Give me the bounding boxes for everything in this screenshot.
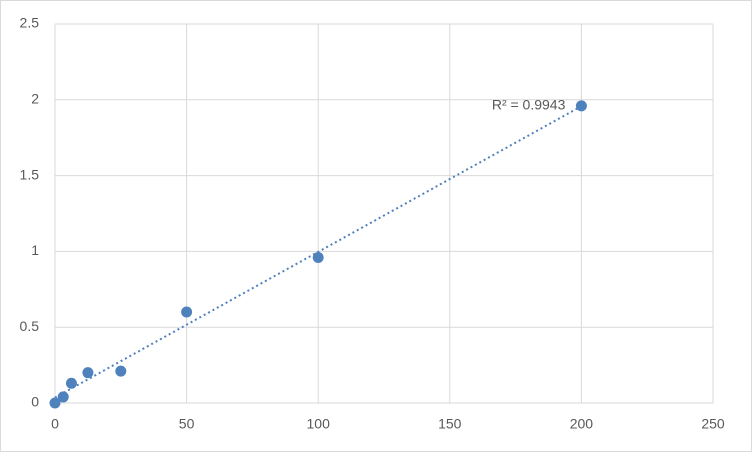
point [115,365,127,377]
x-tick-label: 0 [51,416,59,432]
y-tick-label: 2.5 [20,15,40,31]
y-tick-label: 1 [31,242,39,258]
y-tick-label: 0.5 [20,318,40,334]
x-tick-label: 200 [570,416,594,432]
point [57,391,69,403]
x-tick-label: 250 [701,416,725,432]
trendline [54,105,582,399]
x-tick-label: 50 [179,416,195,432]
x-tick-label: 150 [438,416,462,432]
y-tick-label: 1.5 [20,166,40,182]
y-tick-label: 2 [31,91,39,107]
x-tick-label: 100 [307,416,331,432]
point [49,397,61,409]
point [575,100,587,112]
annotation: R² = 0.9943 [492,97,566,113]
y-tick-label: 0 [31,394,39,410]
point [82,367,94,379]
point [65,377,77,389]
point [181,306,193,318]
point [312,251,324,263]
